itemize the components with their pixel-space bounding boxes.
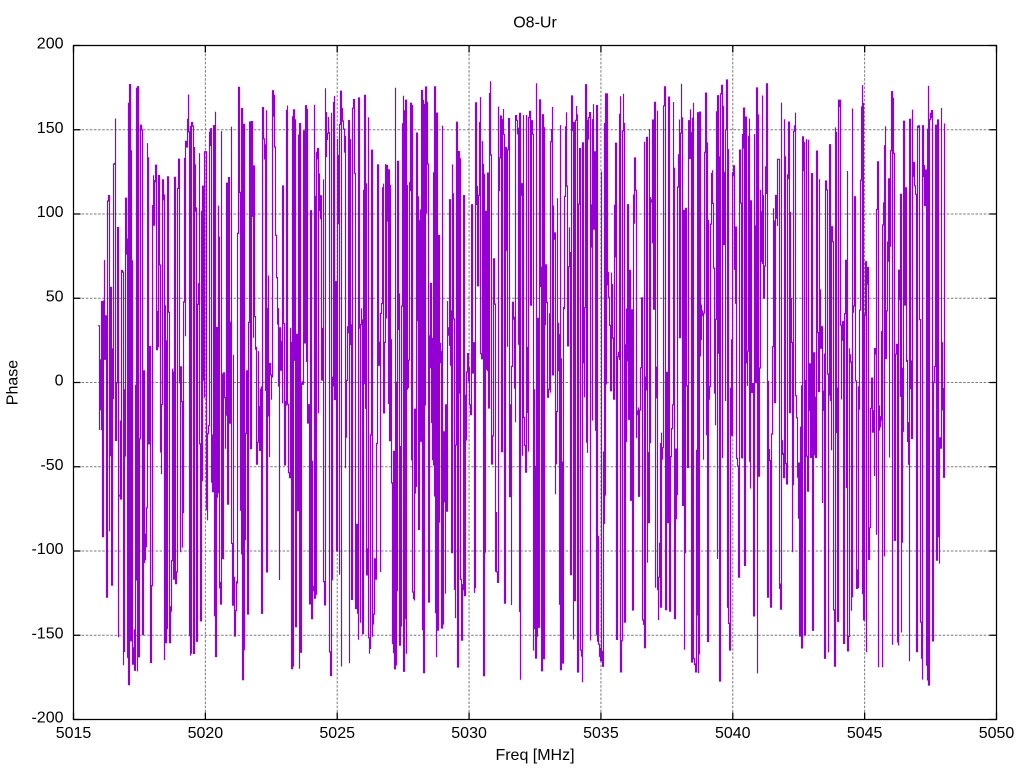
svg-text:0: 0 (55, 373, 64, 390)
svg-text:-100: -100 (31, 541, 63, 558)
svg-text:100: 100 (37, 204, 64, 221)
svg-text:Freq [MHz]: Freq [MHz] (495, 747, 574, 764)
svg-text:O8-Ur: O8-Ur (513, 15, 557, 32)
svg-text:Phase: Phase (5, 360, 22, 405)
svg-text:-150: -150 (31, 625, 63, 642)
svg-text:5025: 5025 (319, 725, 355, 742)
svg-text:150: 150 (37, 120, 64, 137)
svg-text:-200: -200 (31, 710, 63, 727)
svg-text:5040: 5040 (715, 725, 751, 742)
svg-text:200: 200 (37, 36, 64, 53)
svg-text:5020: 5020 (188, 725, 224, 742)
svg-text:5045: 5045 (847, 725, 883, 742)
svg-text:5035: 5035 (583, 725, 619, 742)
svg-text:5030: 5030 (451, 725, 487, 742)
svg-text:-50: -50 (40, 457, 63, 474)
svg-text:5050: 5050 (979, 725, 1015, 742)
svg-text:50: 50 (46, 288, 64, 305)
svg-text:5015: 5015 (56, 725, 92, 742)
